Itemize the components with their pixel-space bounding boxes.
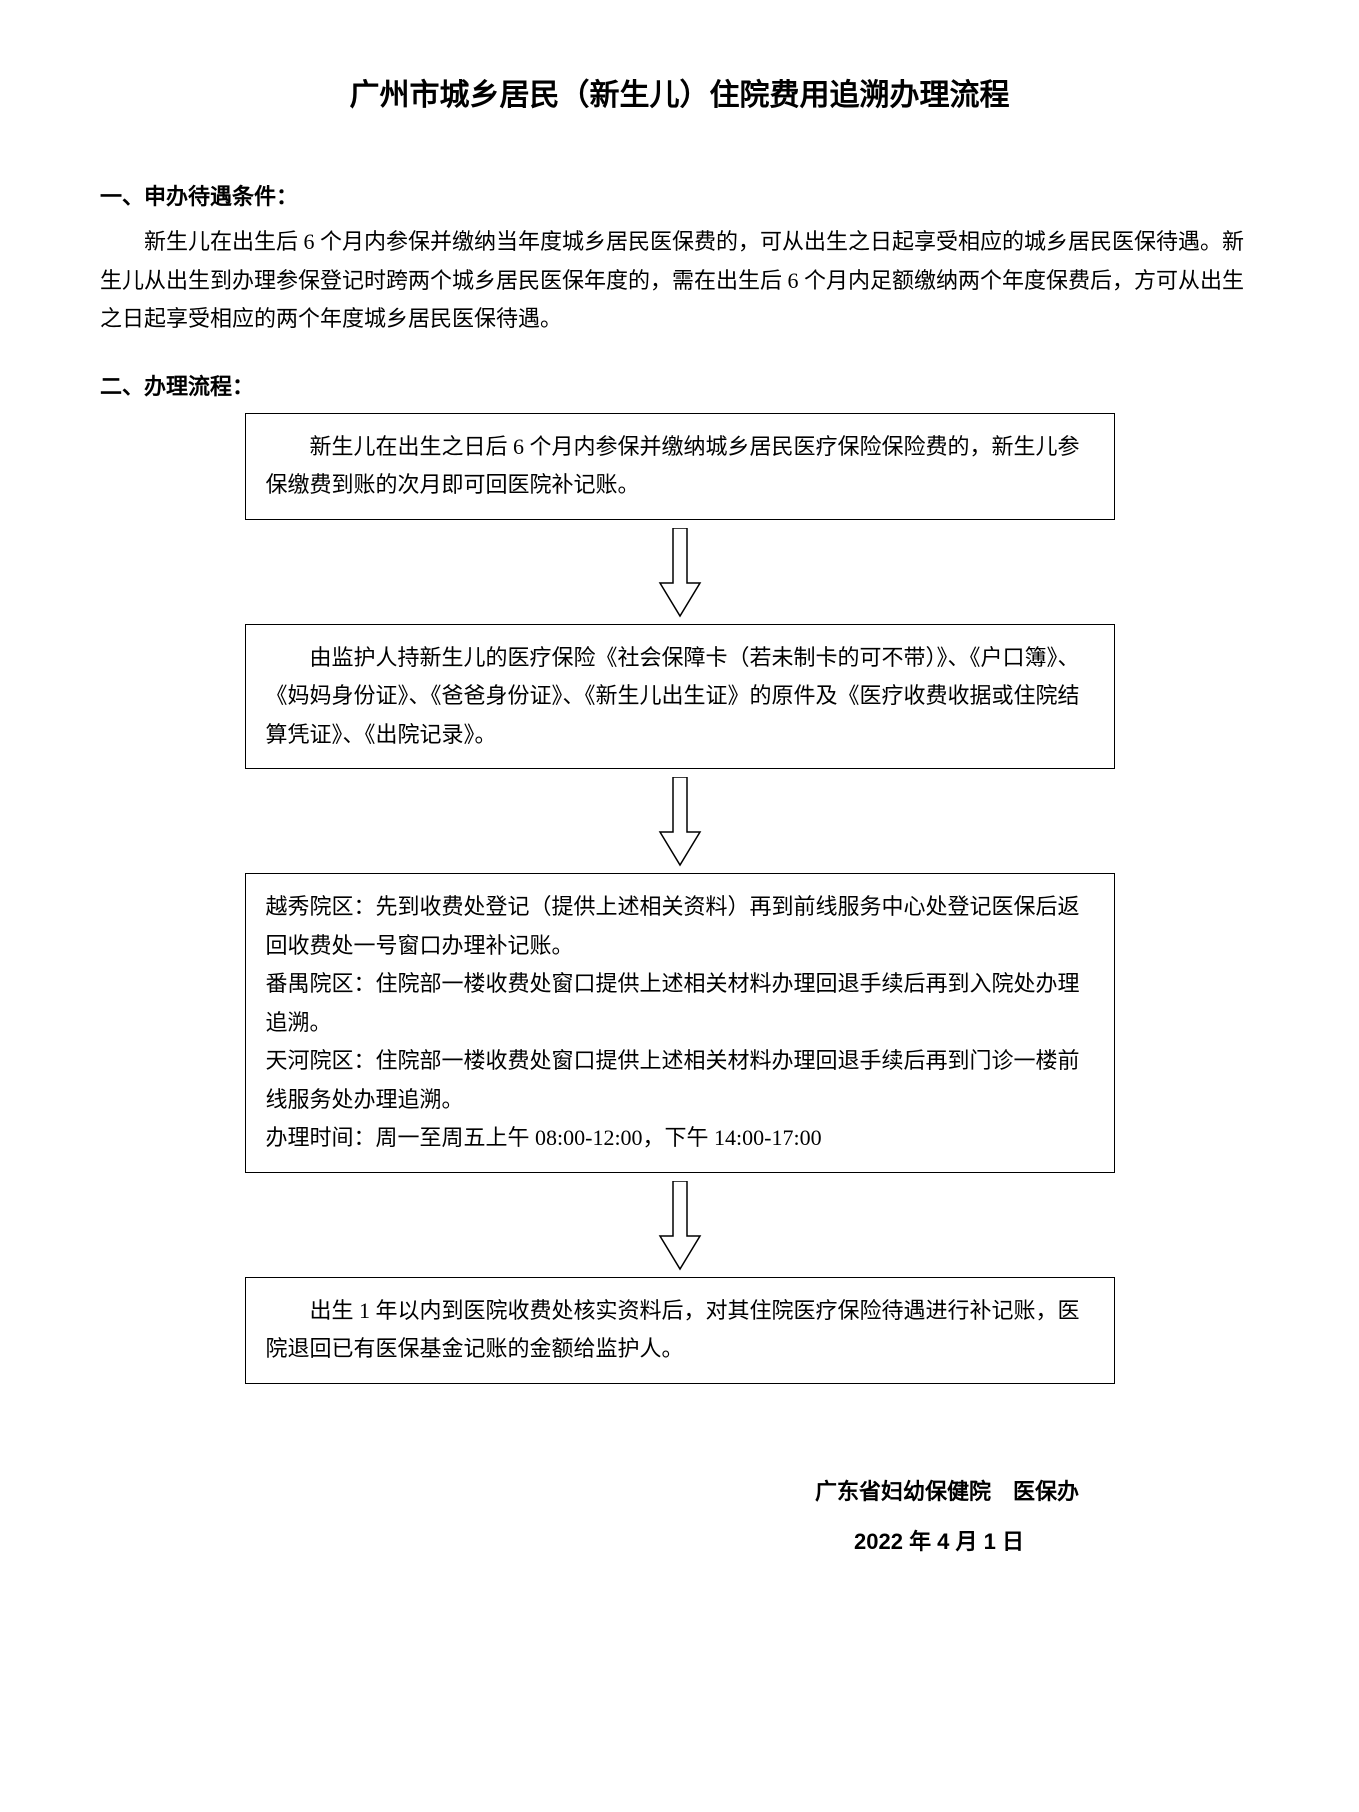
section-2-heading: 二、办理流程： — [100, 369, 1259, 401]
flow-step-2-text: 由监护人持新生儿的医疗保险《社会保障卡（若未制卡的可不带）》、《户口簿》、《妈妈… — [266, 639, 1094, 755]
section-2: 二、办理流程： — [100, 369, 1259, 401]
flow-arrow-1 — [658, 528, 702, 618]
flow-step-3-line-3: 天河院区：住院部一楼收费处窗口提供上述相关材料办理回退手续后再到门诊一楼前线服务… — [266, 1042, 1094, 1119]
arrow-down-icon — [658, 777, 702, 867]
flow-arrow-3 — [658, 1181, 702, 1271]
flow-step-2: 由监护人持新生儿的医疗保险《社会保障卡（若未制卡的可不带）》、《户口簿》、《妈妈… — [245, 624, 1115, 770]
flow-step-3-line-4: 办理时间：周一至周五上午 08:00-12:00，下午 14:00-17:00 — [266, 1119, 1094, 1158]
page-title: 广州市城乡居民（新生儿）住院费用追溯办理流程 — [100, 70, 1259, 114]
flowchart: 新生儿在出生之日后 6 个月内参保并缴纳城乡居民医疗保险保险费的，新生儿参保缴费… — [100, 413, 1259, 1384]
flow-step-1: 新生儿在出生之日后 6 个月内参保并缴纳城乡居民医疗保险保险费的，新生儿参保缴费… — [245, 413, 1115, 520]
footer-org: 广东省妇幼保健院 医保办 — [100, 1474, 1079, 1506]
section-1-heading: 一、申办待遇条件： — [100, 179, 1259, 211]
section-1-paragraph: 新生儿在出生后 6 个月内参保并缴纳当年度城乡居民医保费的，可从出生之日起享受相… — [100, 223, 1259, 339]
section-1: 一、申办待遇条件： 新生儿在出生后 6 个月内参保并缴纳当年度城乡居民医保费的，… — [100, 179, 1259, 339]
footer: 广东省妇幼保健院 医保办 2022 年 4 月 1 日 — [100, 1474, 1259, 1556]
flow-step-3: 越秀院区：先到收费处登记（提供上述相关资料）再到前线服务中心处登记医保后返回收费… — [245, 873, 1115, 1173]
flow-arrow-2 — [658, 777, 702, 867]
flow-step-3-line-1: 越秀院区：先到收费处登记（提供上述相关资料）再到前线服务中心处登记医保后返回收费… — [266, 888, 1094, 965]
flow-step-4: 出生 1 年以内到医院收费处核实资料后，对其住院医疗保险待遇进行补记账，医院退回… — [245, 1277, 1115, 1384]
flow-step-1-text: 新生儿在出生之日后 6 个月内参保并缴纳城乡居民医疗保险保险费的，新生儿参保缴费… — [266, 428, 1094, 505]
footer-date: 2022 年 4 月 1 日 — [100, 1524, 1079, 1556]
flow-step-3-line-2: 番禺院区：住院部一楼收费处窗口提供上述相关材料办理回退手续后再到入院处办理追溯。 — [266, 965, 1094, 1042]
arrow-down-icon — [658, 528, 702, 618]
arrow-down-icon — [658, 1181, 702, 1271]
flow-step-4-text: 出生 1 年以内到医院收费处核实资料后，对其住院医疗保险待遇进行补记账，医院退回… — [266, 1292, 1094, 1369]
